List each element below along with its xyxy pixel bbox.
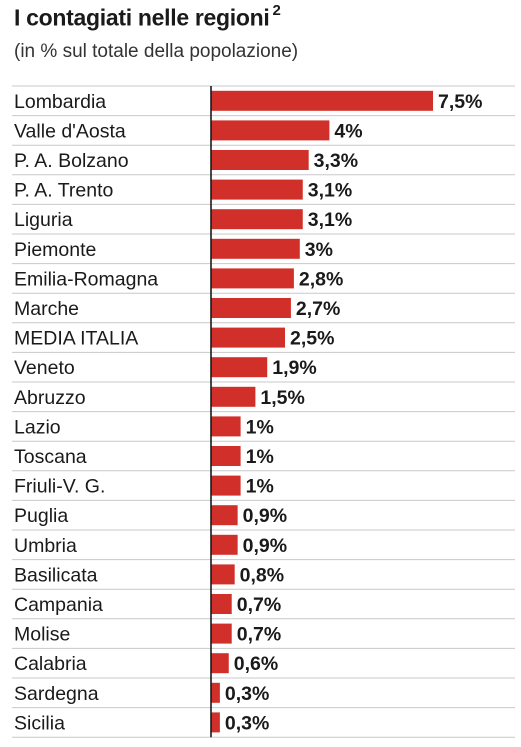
value-label: 0,3% bbox=[225, 712, 269, 734]
value-label: 7,5% bbox=[438, 91, 482, 113]
bar bbox=[211, 712, 220, 733]
bar bbox=[211, 120, 330, 141]
category-label: Puglia bbox=[14, 505, 68, 527]
value-label: 2,7% bbox=[296, 298, 340, 320]
category-label: Campania bbox=[14, 594, 103, 616]
value-label: 2,5% bbox=[290, 328, 334, 350]
value-label: 0,9% bbox=[243, 505, 287, 527]
bar bbox=[211, 594, 232, 614]
value-label: 0,8% bbox=[240, 564, 284, 586]
category-label: Sicilia bbox=[14, 712, 65, 734]
value-label: 0,6% bbox=[234, 653, 278, 675]
bar bbox=[211, 179, 303, 200]
bar bbox=[211, 653, 229, 674]
value-label: 0,9% bbox=[243, 535, 287, 557]
category-label: Valle d'Aosta bbox=[14, 120, 126, 142]
value-label: 1,9% bbox=[272, 357, 316, 379]
bar bbox=[211, 564, 235, 585]
category-label: Friuli-V. G. bbox=[14, 476, 105, 498]
bar bbox=[211, 386, 256, 407]
category-label: Veneto bbox=[14, 357, 75, 379]
value-label: 1% bbox=[246, 416, 274, 438]
bar bbox=[211, 505, 238, 526]
bar bbox=[211, 446, 241, 466]
value-label: 0,7% bbox=[237, 624, 281, 646]
value-label: 1% bbox=[246, 476, 274, 498]
category-label: Sardegna bbox=[14, 683, 99, 705]
bar bbox=[211, 327, 285, 348]
value-label: 3% bbox=[305, 239, 333, 261]
category-label: Lombardia bbox=[14, 91, 106, 113]
chart-title: I contagiati nelle regioni 2 bbox=[14, 2, 281, 32]
bar bbox=[211, 209, 303, 230]
bar bbox=[211, 238, 300, 259]
bar bbox=[211, 475, 241, 496]
value-label: 1,5% bbox=[260, 387, 304, 409]
category-label: Molise bbox=[14, 624, 70, 646]
category-label: P. A. Trento bbox=[14, 180, 114, 202]
value-label: 4% bbox=[334, 120, 362, 142]
category-label: Calabria bbox=[14, 653, 87, 675]
category-label: Abruzzo bbox=[14, 387, 86, 409]
category-label: Basilicata bbox=[14, 564, 98, 586]
bar bbox=[211, 416, 241, 437]
bar bbox=[211, 682, 220, 703]
bar bbox=[211, 90, 433, 111]
value-label: 3,1% bbox=[308, 180, 352, 202]
category-label: Liguria bbox=[14, 209, 73, 231]
value-label: 0,3% bbox=[225, 683, 269, 705]
bar bbox=[211, 357, 268, 378]
category-label: MEDIA ITALIA bbox=[14, 328, 138, 350]
bar bbox=[211, 623, 232, 644]
value-label: 3,1% bbox=[308, 209, 352, 231]
category-label: Toscana bbox=[14, 446, 87, 468]
bar bbox=[211, 150, 309, 170]
bar bbox=[211, 298, 291, 318]
value-label: 3,3% bbox=[314, 150, 358, 172]
category-label: P. A. Bolzano bbox=[14, 150, 129, 172]
title-footnote-mark: 2 bbox=[272, 2, 281, 19]
bar bbox=[211, 268, 294, 289]
category-label: Umbria bbox=[14, 535, 77, 557]
value-label: 1% bbox=[246, 446, 274, 468]
category-label: Marche bbox=[14, 298, 79, 320]
value-label: 0,7% bbox=[237, 594, 281, 616]
chart-title-text: I contagiati nelle regioni bbox=[14, 4, 270, 31]
category-label: Lazio bbox=[14, 416, 61, 438]
category-label: Piemonte bbox=[14, 239, 96, 261]
value-label: 2,8% bbox=[299, 268, 343, 290]
bar bbox=[211, 534, 238, 555]
category-label: Emilia-Romagna bbox=[14, 268, 158, 290]
chart-subtitle: (in % sul totale della popolazione) bbox=[14, 41, 299, 62]
